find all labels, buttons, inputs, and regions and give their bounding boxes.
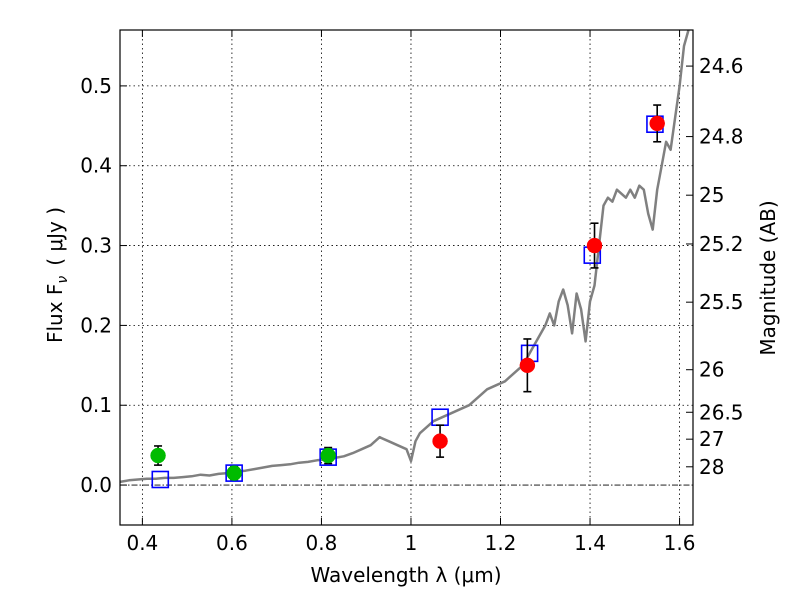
observed-point [649, 115, 665, 132]
x-tick-label: 0.8 [306, 531, 338, 555]
observed-point [320, 447, 336, 464]
mag-tick-label: 27 [699, 427, 724, 451]
y-axis-label-subscript: ν [55, 276, 71, 284]
mag-tick-label: 28 [699, 455, 724, 479]
model-square-point [151, 470, 170, 489]
observed-point [226, 465, 242, 481]
x-tick-label: 0.6 [216, 531, 248, 555]
mag-tick-label: 25.5 [699, 290, 744, 314]
mag-tick-label: 24.8 [699, 125, 744, 149]
y-tick-label: 0.1 [80, 393, 112, 417]
observed-point [586, 237, 603, 254]
x-axis-label: Wavelength λ (μm) [310, 563, 501, 587]
observed-point [432, 433, 448, 449]
model-square-point [225, 464, 243, 482]
mag-tick-label: 24.6 [699, 54, 744, 78]
x-tick-label: 1 [405, 531, 418, 555]
mag-tick-label: 25.2 [699, 232, 744, 256]
y-tick-label: 0.5 [80, 74, 112, 98]
y-tick-label: 0.2 [80, 313, 112, 337]
y-axis-label-main: Flux F [43, 284, 67, 343]
y-axis-label-unit: ( μJy ) [43, 207, 67, 266]
mag-tick-label: 26 [699, 358, 724, 382]
mag-tick-label: 25 [699, 183, 724, 207]
y-tick-label: 0.3 [80, 234, 112, 258]
axes-ticks: 0.4 0.6 0.8 1 1.2 1.4 1.6 0.0 0.1 0.2 0.3 0.4 0.5 24.… [80, 30, 744, 555]
observed-point [519, 357, 536, 374]
plot-area [119, 29, 690, 489]
x-tick-label: 1.6 [664, 531, 696, 555]
mag-tick-label: 26.5 [699, 400, 744, 424]
x-tick-label: 0.4 [126, 531, 158, 555]
x-tick-label: 1.2 [485, 531, 517, 555]
y2-axis-label: Magnitude (AB) [756, 200, 780, 355]
y-axis-label: Flux Fν ( μJy ) [43, 207, 71, 343]
observed-point [150, 447, 166, 464]
x-tick-label: 1.4 [574, 531, 606, 555]
y-tick-label: 0.4 [80, 154, 112, 178]
y-tick-label: 0.0 [80, 473, 112, 497]
plot-frame [119, 29, 694, 526]
